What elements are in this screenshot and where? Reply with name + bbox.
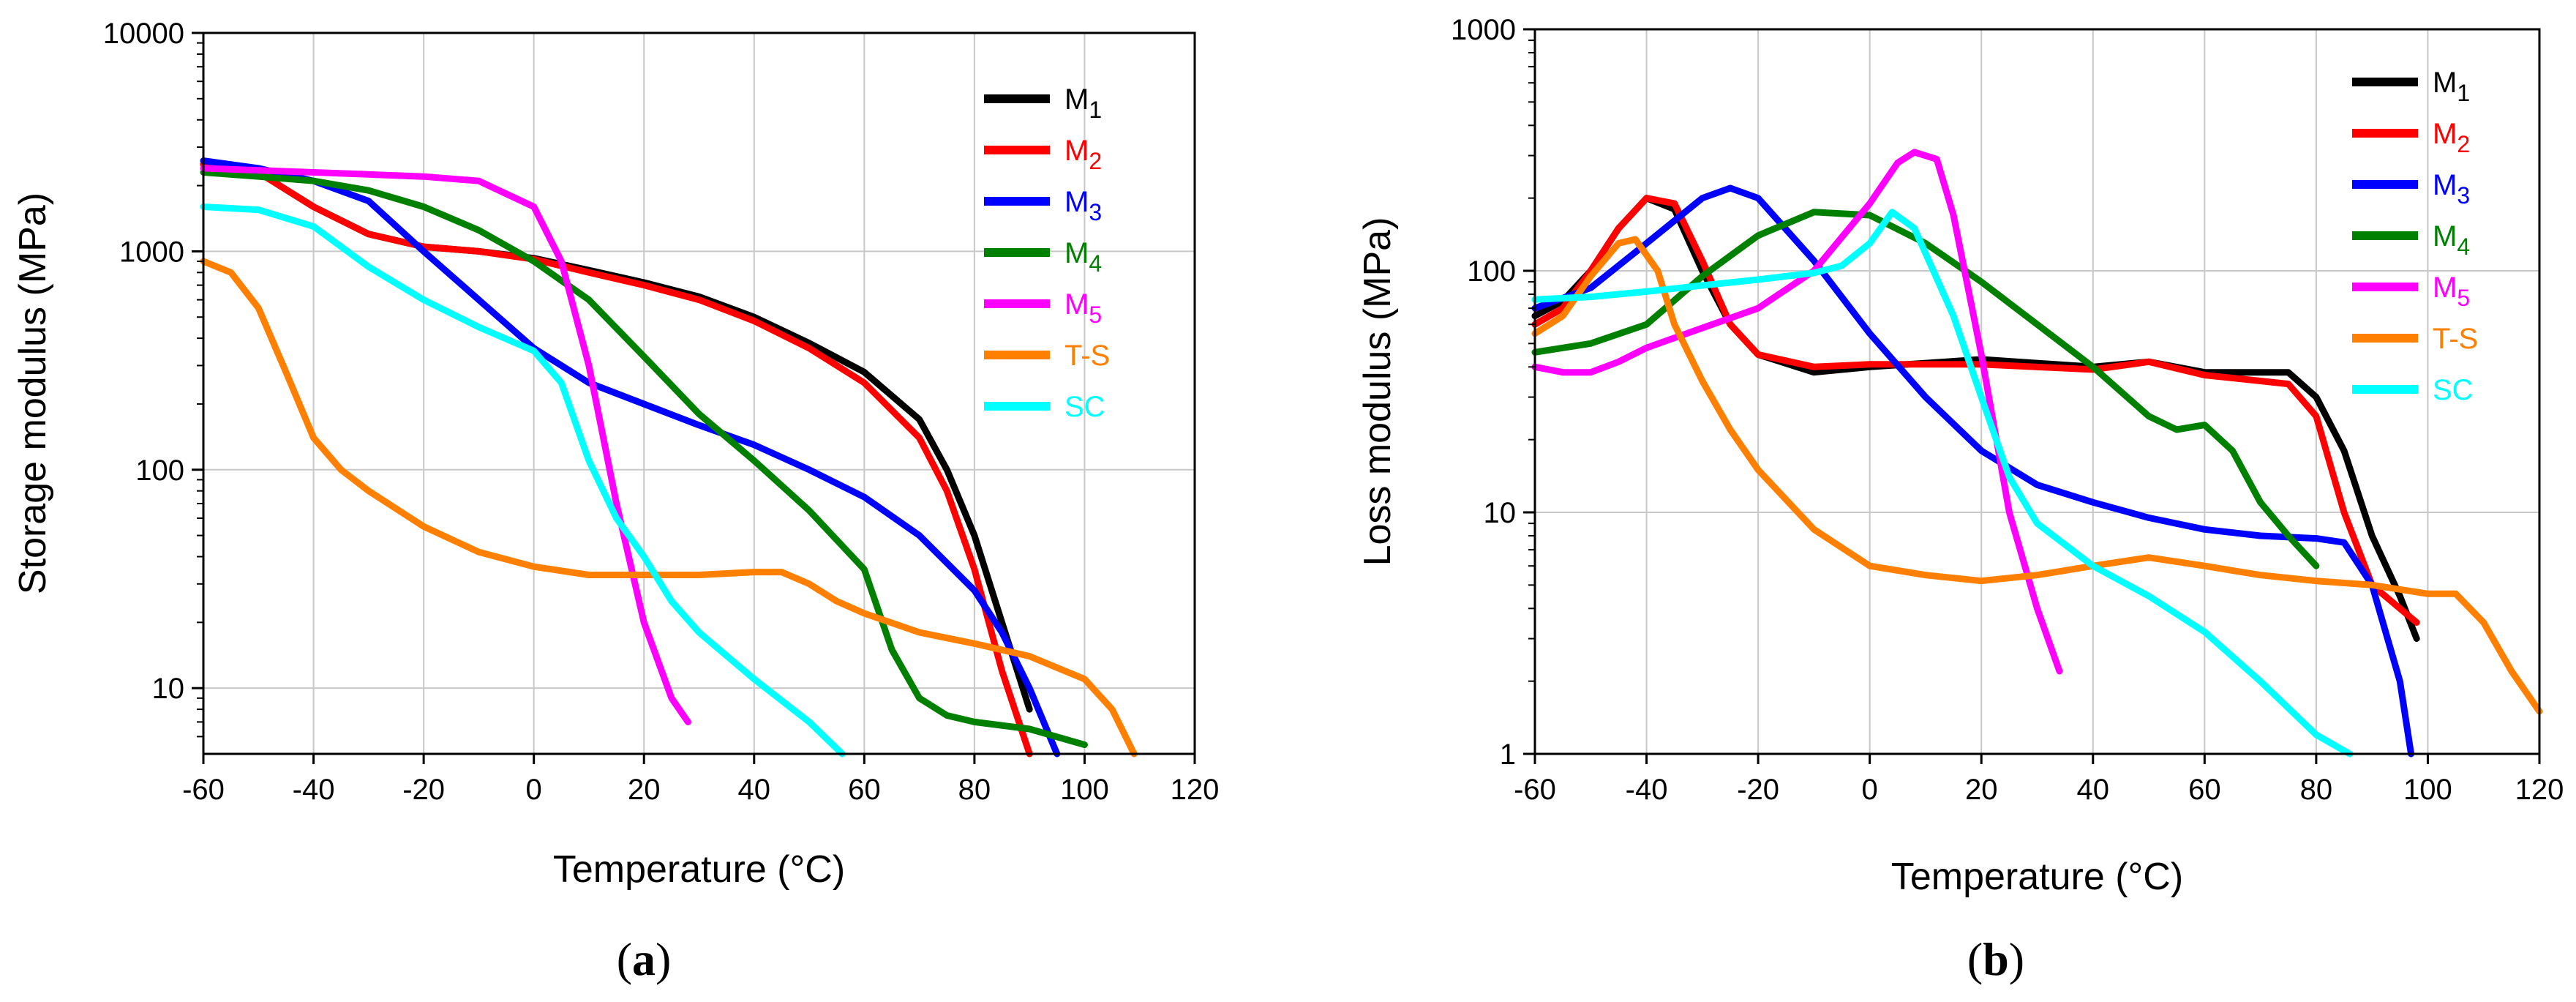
series-line-t-s [1531, 236, 2543, 715]
legend-label: SC [2433, 374, 2474, 406]
legend-label: M4 [2433, 220, 2470, 260]
legend-label: M5 [2433, 272, 2470, 311]
x-axis-title: Temperature (°C) [1891, 856, 2183, 898]
series-line-m4 [200, 169, 1088, 749]
legend-label: M1 [2433, 67, 2470, 106]
x-tick-label: 20 [1965, 774, 1998, 806]
y-axis-title: Loss modulus (MPa) [1356, 217, 1399, 567]
x-tick-label: 20 [628, 774, 661, 806]
series-line-m2 [1531, 195, 2420, 626]
y-tick-label: 10 [152, 673, 185, 705]
series-line-sc [1531, 209, 2354, 758]
series-line-t-s [200, 258, 1138, 758]
y-tick-label: 100 [1467, 255, 1516, 288]
series-line-m5 [200, 165, 691, 725]
series-line-sc [200, 203, 846, 758]
x-tick-label: 100 [1060, 774, 1109, 806]
x-tick-label: 40 [2077, 774, 2110, 806]
x-tick-label: -60 [182, 774, 225, 806]
x-tick-label: -60 [1514, 774, 1556, 806]
series-line-m2 [200, 161, 1033, 758]
legend-label: M3 [2433, 169, 2470, 209]
chart-panel-a: -60 -40 -20 0 20 40 60 80 100 120 10 100 1000 10000 Te… [12, 18, 1219, 985]
x-tick-label: -20 [402, 774, 445, 806]
legend-label: M2 [1064, 135, 1102, 174]
x-tick-label: 120 [1171, 774, 1220, 806]
series-line-m1 [1531, 195, 2420, 642]
series-line-m5 [1531, 149, 2063, 675]
x-tick-label: 120 [2515, 774, 2564, 806]
legend-label: T-S [2433, 323, 2478, 355]
x-tick-label: -20 [1737, 774, 1779, 806]
x-axis-title: Temperature (°C) [553, 848, 845, 891]
x-tick-label: 80 [2300, 774, 2333, 806]
x-tick-label: -40 [1626, 774, 1668, 806]
legend-label: M5 [1064, 288, 1102, 328]
x-tick-label: 40 [738, 774, 771, 806]
legend-label: M1 [1064, 83, 1102, 123]
legend-label: M3 [1064, 186, 1102, 225]
legend-label: M2 [2433, 118, 2470, 157]
y-tick-label: 100 [135, 455, 184, 487]
x-tick-label: -40 [293, 774, 335, 806]
y-tick-label: 1000 [119, 236, 184, 268]
plot-frame [1533, 28, 2541, 755]
x-tick-label: 60 [848, 774, 881, 806]
y-tick-label: 10000 [103, 18, 184, 50]
y-tick-label: 10 [1484, 497, 1517, 529]
y-tick-label: 1000 [1451, 14, 1516, 46]
legend: M1 M2 M3 M4 M5 T-S SC [2352, 67, 2478, 406]
y-tick-label: 1 [1500, 739, 1516, 771]
x-tick-label: 0 [1862, 774, 1878, 806]
x-tick-label: 0 [526, 774, 542, 806]
plot-frame [202, 31, 1196, 755]
legend-label: SC [1064, 391, 1105, 423]
x-tick-label: 60 [2188, 774, 2221, 806]
series-line-m3 [200, 157, 1061, 758]
y-axis-title: Storage modulus (MPa) [12, 192, 54, 594]
legend-label: T-S [1064, 340, 1110, 372]
x-tick-label: 100 [2403, 774, 2452, 806]
legend-label: M4 [1064, 237, 1102, 277]
chart-panel-b: -60 -40 -20 0 20 40 60 80 100 1201101001000Temper… [1356, 14, 2564, 985]
panel-label: (b) [1967, 933, 2024, 985]
x-tick-label: 80 [958, 774, 991, 806]
legend: M1 M2 M3 M4 M5 T-S SC [984, 83, 1110, 423]
panel-label: (a) [617, 933, 672, 985]
